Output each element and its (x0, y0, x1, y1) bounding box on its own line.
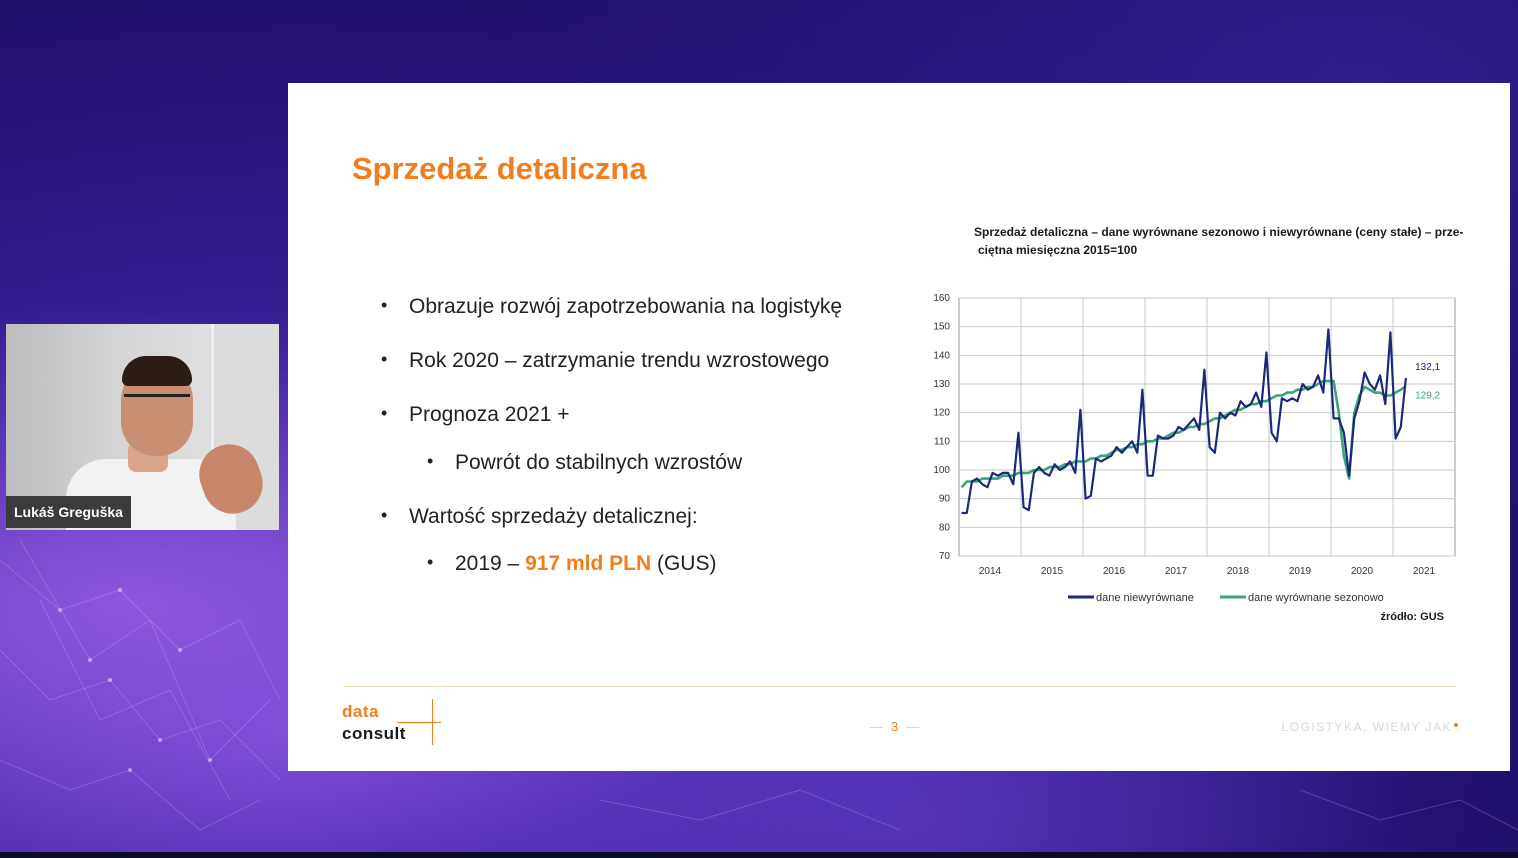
bullet-text: Rok 2020 – zatrzymanie trendu wzrostoweg… (409, 349, 830, 372)
y-tick-label: 160 (933, 293, 950, 304)
end-label-seasonal: 129,2 (1415, 390, 1440, 401)
y-tick-label: 70 (939, 551, 951, 562)
chart-title: Sprzedaż detaliczna – dane wyrównane sez… (974, 223, 1464, 259)
presentation-slide: Sprzedaż detaliczna • Obrazuje rozwój za… (288, 83, 1510, 771)
bullet-marker: • (381, 403, 388, 423)
bullet-marker: • (381, 505, 388, 525)
y-tick-label: 110 (934, 436, 950, 447)
bullet-text-suffix: (GUS) (651, 552, 717, 575)
bottom-bar (0, 852, 1518, 858)
chart-title-line1: Sprzedaż detaliczna – dane wyrównane sez… (974, 225, 1464, 239)
speaker-glasses (124, 394, 190, 407)
bullet-text-prefix: 2019 – (455, 552, 526, 575)
logo-crosshair-horizontal (397, 722, 441, 723)
x-tick-label: 2020 (1351, 566, 1374, 577)
bullet-text: Prognoza 2021 + (409, 403, 570, 426)
y-tick-label: 90 (939, 494, 951, 505)
y-tick-label: 130 (933, 379, 950, 390)
end-label-raw: 132,1 (1415, 362, 1440, 373)
bullet-item: • Obrazuje rozwój zapotrzebowania na log… (381, 295, 843, 319)
retail-sales-chart: 70 80 90 100 110 120 130 140 150 160 2014 2015 2016 2… (933, 293, 1456, 604)
x-tick-label: 2016 (1103, 566, 1126, 577)
footer-tagline: LOGISTYKA, WIEMY JAK (1281, 720, 1452, 734)
x-tick-label: 2014 (979, 566, 1002, 577)
bullet-marker: • (381, 349, 388, 369)
page-number-value: 3 (891, 719, 899, 734)
page-dash-right: — (906, 719, 920, 734)
logo-text-data: data (342, 702, 379, 721)
highlight-value: 917 mld PLN (525, 552, 652, 575)
bullet-item: • Wartość sprzedaży detalicznej: (381, 505, 698, 529)
x-tick-label: 2021 (1413, 566, 1436, 577)
webcam-video-tile[interactable]: Lukáš Greguška (6, 324, 279, 530)
bullet-item: • Rok 2020 – zatrzymanie trendu wzrostow… (381, 349, 830, 373)
chart-source: źródło: GUS (1380, 611, 1444, 623)
y-tick-label: 120 (933, 408, 950, 419)
chart-title-line2: ciętna miesięczna 2015=100 (978, 243, 1138, 257)
page-dash-left: — (870, 719, 883, 734)
data-consult-logo: data consult (342, 699, 442, 749)
participant-name-label: Lukáš Greguška (6, 496, 131, 528)
bullet-marker: • (427, 552, 434, 572)
x-tick-label: 2018 (1227, 566, 1250, 577)
x-tick-label: 2015 (1041, 566, 1064, 577)
bullet-text: Powrót do stabilnych wzrostów (455, 451, 743, 474)
x-tick-label: 2017 (1165, 566, 1188, 577)
logo-text-consult: consult (342, 724, 406, 743)
series-line-raw (961, 328, 1407, 515)
y-tick-label: 140 (933, 350, 950, 361)
legend-label-raw: dane niewyrównane (1096, 592, 1194, 604)
x-tick-label: 2019 (1289, 566, 1312, 577)
footer-divider (344, 686, 1456, 687)
legend-label-seasonal: dane wyrównane sezonowo (1248, 592, 1384, 604)
bullet-item: • Prognoza 2021 + (381, 403, 570, 427)
page-number: — 3 — (862, 719, 927, 734)
speaker-hair (122, 356, 192, 386)
y-tick-label: 100 (933, 465, 950, 476)
tagline-dot (1454, 723, 1458, 727)
bullet-marker: • (381, 295, 388, 315)
slide-title: Sprzedaż detaliczna (352, 151, 647, 186)
bullet-text: Wartość sprzedaży detalicznej: (409, 505, 698, 528)
bullet-marker: • (427, 451, 434, 471)
sub-bullet-item: • Powrót do stabilnych wzrostów (427, 451, 743, 475)
sub-bullet-item: • 2019 – 917 mld PLN (GUS) (427, 552, 717, 576)
y-tick-label: 80 (939, 522, 951, 533)
bullet-text: Obrazuje rozwój zapotrzebowania na logis… (409, 295, 843, 318)
y-tick-label: 150 (933, 322, 950, 333)
